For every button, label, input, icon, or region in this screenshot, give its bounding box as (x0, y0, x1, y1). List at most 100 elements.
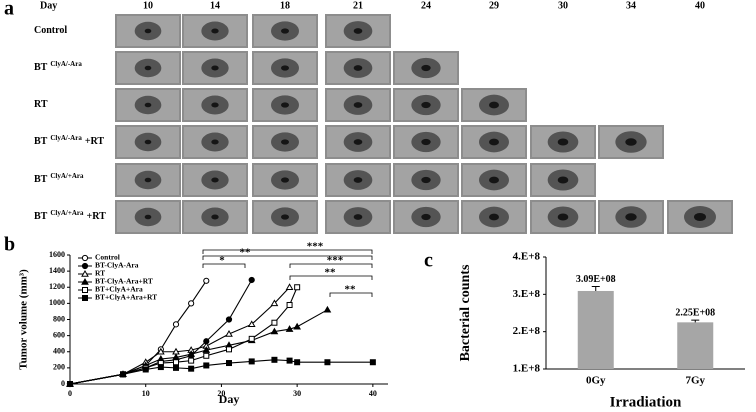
day-label: 34 (626, 0, 636, 11)
tumor-core (489, 101, 499, 109)
row-label: BT ClyA/+Ara (34, 172, 84, 186)
significance-bracket (329, 292, 373, 297)
legend-label: Control (95, 253, 120, 262)
data-point (248, 335, 255, 342)
x-axis-label: Day (219, 392, 240, 406)
y-tick-label: 400 (53, 347, 65, 356)
y-axis-label: Bacterial counts (458, 264, 473, 361)
significance-bracket (202, 263, 246, 268)
row-label-sup: ClyA/-Ara (50, 134, 82, 142)
data-point (225, 330, 233, 337)
tumor-core (281, 214, 289, 220)
tumor-core (281, 177, 289, 183)
data-point (271, 319, 278, 326)
data-point (270, 327, 279, 335)
tumor-core (625, 138, 637, 146)
legend-label: BT-ClyA-Ara+RT (95, 277, 153, 286)
tumor-core (144, 214, 152, 220)
significance-bracket (202, 249, 373, 254)
y-tick-label: 1600 (49, 250, 65, 259)
day-label: 30 (558, 0, 568, 11)
data-point (293, 322, 302, 330)
data-point (172, 321, 180, 328)
legend-label: BT-ClyA-Ara (95, 261, 139, 270)
day-label: 14 (210, 0, 220, 11)
bar (577, 290, 614, 369)
tumor-core (211, 214, 219, 220)
y-tick-label: 600 (53, 330, 65, 339)
bar (677, 322, 714, 369)
day-label: 18 (280, 0, 290, 11)
tumor-core (625, 213, 637, 221)
row-label-base: BT (34, 174, 48, 185)
tumor-core (421, 213, 431, 221)
data-point (173, 364, 179, 371)
tumor-core (421, 64, 431, 72)
data-point (285, 325, 294, 332)
tumor-core (144, 177, 152, 183)
row-label: RT (34, 99, 48, 110)
significance-bracket (202, 255, 373, 260)
tumor-core (211, 177, 219, 183)
tumor-core (281, 139, 289, 145)
data-point (203, 352, 210, 359)
day-label: 29 (489, 0, 499, 11)
legend-marker (81, 254, 89, 262)
data-point (248, 358, 255, 365)
significance-label: *** (307, 241, 324, 253)
error-bar (591, 285, 600, 291)
x-tick-label: 20 (217, 389, 225, 398)
day-label: 21 (353, 0, 363, 11)
day-header: Day (40, 0, 57, 11)
value-label: 2.25E+08 (675, 307, 715, 318)
legend-marker (81, 277, 89, 285)
tumor-core (211, 65, 219, 71)
tumor-core (557, 213, 569, 221)
data-point (323, 305, 332, 313)
tumor-core (557, 176, 569, 184)
panel-label: b (4, 234, 15, 256)
data-point (67, 381, 73, 387)
y-tick-label: 1200 (49, 282, 65, 291)
data-point (294, 359, 301, 366)
row-label-base: BT (34, 62, 48, 73)
tumor-core (211, 102, 219, 108)
x-tick-label: 7Gy (685, 375, 705, 387)
data-point (157, 364, 164, 371)
row-label: BT ClyA/-Ara (34, 60, 82, 74)
x-axis-label: Irradiation (610, 394, 682, 410)
panel-label: c (424, 250, 433, 272)
data-point (188, 357, 195, 364)
tumor-core (211, 28, 219, 34)
tumor-core (281, 65, 289, 71)
significance-bracket (289, 263, 373, 268)
legend-marker (81, 269, 89, 277)
legend-label: RT (95, 269, 105, 278)
data-point (286, 357, 293, 364)
tumor-core (421, 176, 431, 184)
day-label: 24 (421, 0, 431, 11)
legend-marker (81, 262, 89, 270)
day-label: 10 (143, 0, 153, 11)
significance-label: ** (345, 284, 357, 296)
data-point (248, 276, 255, 284)
y-tick-label: 0 (61, 379, 65, 388)
data-point (271, 356, 278, 363)
tumor-core (353, 102, 363, 108)
data-point (247, 320, 256, 328)
row-label-sup: ClyA/+Ara (50, 209, 84, 217)
tumor-core (281, 102, 289, 108)
data-point (324, 359, 331, 366)
panel-label: a (4, 0, 14, 20)
data-point (202, 346, 211, 353)
x-tick-label: 0 (68, 389, 72, 398)
tumor-core (353, 28, 363, 34)
legend-marker (82, 287, 88, 293)
tumor-core (281, 28, 289, 34)
data-point (226, 346, 232, 353)
row-label-suffix: +RT (85, 136, 105, 147)
legend-label: BT+ClyA+Ara (95, 285, 143, 294)
data-point (142, 366, 149, 373)
row-label-sup: ClyA/+Ara (50, 172, 84, 180)
